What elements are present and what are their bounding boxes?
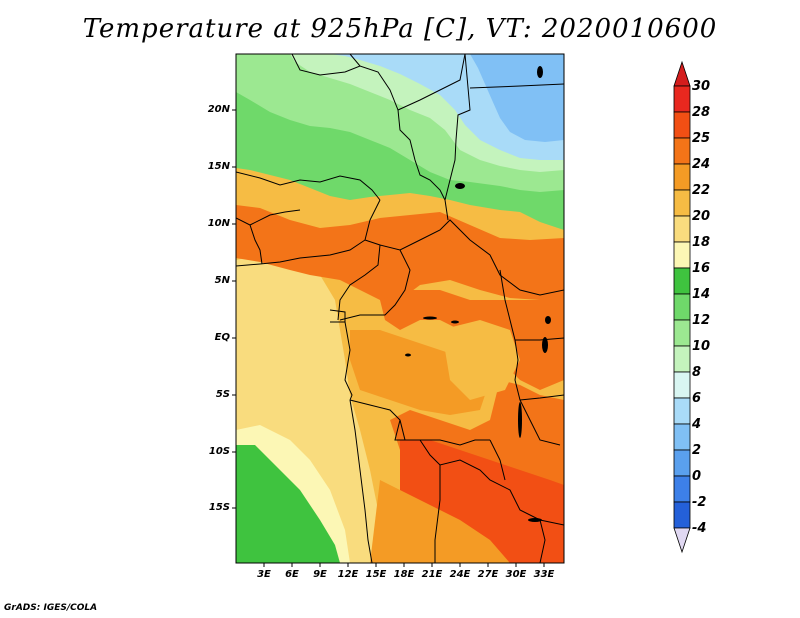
colorbar-label: 0	[692, 469, 702, 484]
detail-mark	[542, 337, 548, 353]
detail-mark	[455, 183, 465, 189]
colorbar-label: 14	[692, 287, 711, 302]
field-amber-south	[370, 480, 510, 563]
lon-label: 12E	[337, 569, 359, 580]
colorbar-swatch	[673, 475, 691, 503]
colorbar-swatch	[673, 449, 691, 477]
map-detail-marks	[405, 66, 551, 522]
colorbar-label: 28	[692, 105, 711, 120]
detail-mark	[405, 353, 411, 357]
colorbar-label: -2	[692, 495, 707, 510]
detail-mark	[423, 316, 437, 320]
field-green-southwest	[236, 445, 340, 563]
lon-label: 9E	[313, 569, 327, 580]
colorbar-label: 4	[692, 417, 702, 432]
lon-label: 24E	[449, 569, 471, 580]
detail-mark	[537, 66, 543, 78]
lon-label: 15E	[365, 569, 387, 580]
colorbar-swatch	[673, 189, 691, 217]
lon-label: 33E	[533, 569, 555, 580]
lat-label: EQ	[214, 332, 230, 343]
lat-label: 20N	[207, 104, 230, 115]
colorbar-swatch	[673, 85, 691, 113]
chart-title: Temperature at 925hPa [C], VT: 202001060…	[82, 14, 718, 44]
colorbar-cap-top	[673, 60, 691, 87]
lat-ticks	[232, 109, 236, 509]
colorbar-swatch	[673, 501, 691, 529]
lat-label: 5N	[214, 275, 230, 286]
colorbar-label: 10	[692, 339, 711, 354]
colorbar-label: -4	[692, 521, 707, 536]
country-borders	[236, 54, 564, 563]
colorbar-label: 18	[692, 235, 711, 250]
colorbar-swatch	[673, 319, 691, 347]
lat-label: 15S	[208, 502, 230, 513]
colorbar-swatch	[673, 111, 691, 139]
colorbar-label: 22	[692, 183, 711, 198]
colorbar-label: 6	[692, 391, 702, 406]
lat-label: 15N	[207, 161, 230, 172]
lon-label: 27E	[477, 569, 499, 580]
colorbar-swatch	[673, 215, 691, 243]
colorbar-label: 12	[692, 313, 711, 328]
lat-label: 5S	[215, 389, 230, 400]
colorbar-label: 24	[692, 157, 711, 172]
colorbar-label: 16	[692, 261, 711, 276]
lon-label: 6E	[285, 569, 299, 580]
colorbar-swatch	[673, 345, 691, 373]
colorbar-cap-bottom	[673, 527, 691, 554]
lon-ticks	[263, 563, 545, 567]
colorbar-swatch	[673, 267, 691, 295]
colorbar-swatch	[673, 137, 691, 165]
lat-label: 10S	[208, 446, 230, 457]
colorbar-swatch	[673, 241, 691, 269]
colorbar-swatch	[673, 397, 691, 425]
field-lightamber-east	[440, 320, 520, 400]
field-amber-central	[350, 330, 490, 415]
colorbar-swatch	[673, 163, 691, 191]
colorbar-swatch	[673, 423, 691, 451]
field-orange-central	[380, 290, 564, 390]
colorbar-swatch	[673, 293, 691, 321]
lat-label: 10N	[207, 218, 230, 229]
map-frame	[235, 53, 565, 564]
colorbar-label: 20	[692, 209, 711, 224]
lon-label: 21E	[421, 569, 443, 580]
detail-mark	[545, 316, 551, 324]
detail-mark	[451, 320, 459, 324]
colorbar-label: 8	[692, 365, 702, 380]
lon-label: 18E	[393, 569, 415, 580]
temperature-field	[236, 54, 564, 563]
detail-mark	[518, 402, 522, 438]
detail-mark	[528, 518, 542, 522]
field-orange-north	[236, 205, 564, 300]
colorbar-swatch	[673, 371, 691, 399]
lon-label: 30E	[505, 569, 527, 580]
grads-credit: GrADS: IGES/COLA	[4, 603, 98, 613]
lon-label: 3E	[257, 569, 271, 580]
colorbar-label: 30	[692, 79, 711, 94]
colorbar	[673, 60, 691, 554]
colorbar-label: 25	[692, 131, 711, 146]
colorbar-label: 2	[692, 443, 702, 458]
